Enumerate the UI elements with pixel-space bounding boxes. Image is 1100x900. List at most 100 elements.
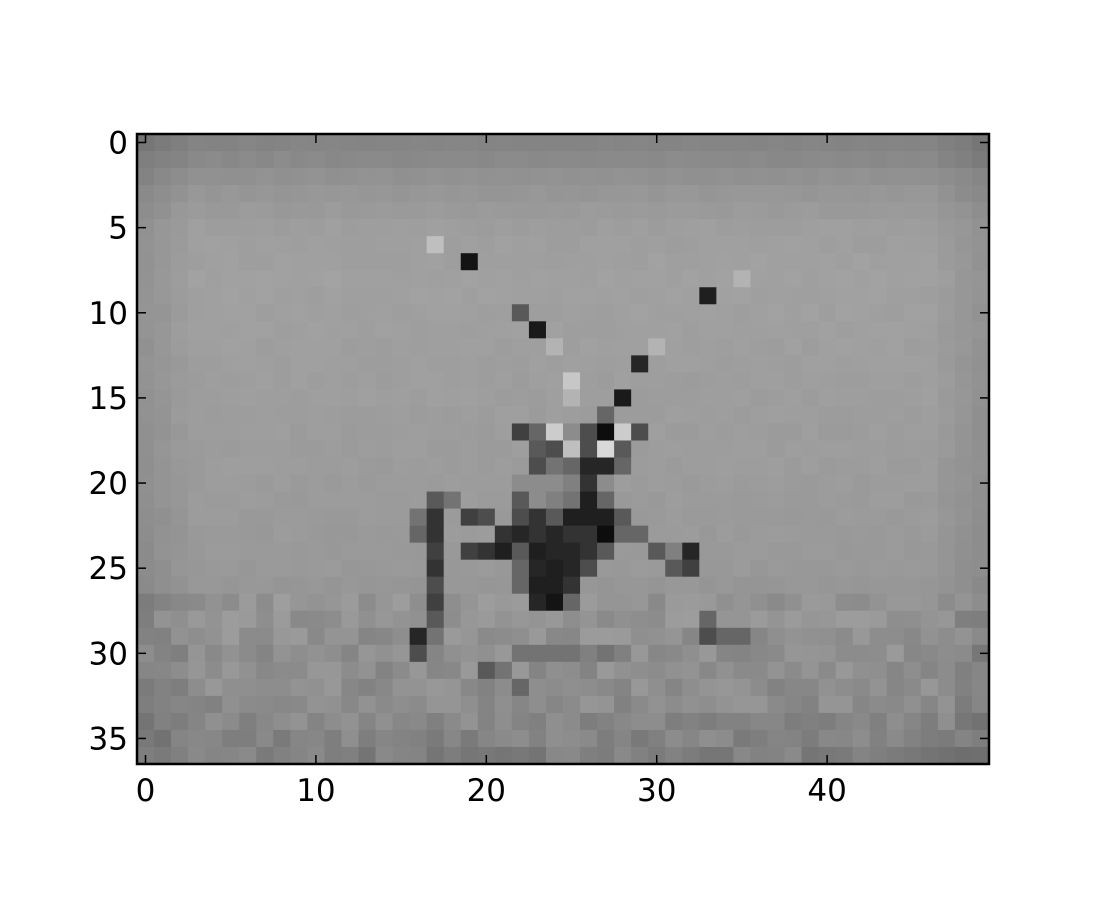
- heatmap-cell: [733, 628, 751, 646]
- heatmap-cell: [580, 611, 598, 629]
- heatmap-cell: [359, 628, 377, 646]
- heatmap-cell: [290, 134, 308, 152]
- heatmap-cell: [750, 560, 768, 578]
- heatmap-cell: [290, 458, 308, 476]
- heatmap-cell: [307, 406, 325, 424]
- heatmap-cell: [785, 304, 803, 322]
- heatmap-cell: [938, 628, 956, 646]
- heatmap-cell: [290, 509, 308, 527]
- heatmap-cell: [478, 696, 496, 714]
- heatmap-cell: [239, 253, 257, 271]
- heatmap-cell: [444, 560, 462, 578]
- heatmap-cell: [682, 321, 700, 339]
- heatmap-cell: [273, 202, 291, 220]
- heatmap-cell: [750, 509, 768, 527]
- heatmap-cell: [887, 423, 905, 441]
- heatmap-cell: [529, 338, 547, 356]
- heatmap-cell: [205, 577, 223, 595]
- heatmap-cell: [802, 713, 820, 731]
- heatmap-cell: [580, 185, 598, 203]
- heatmap-cell: [376, 321, 394, 339]
- heatmap-cell: [580, 577, 598, 595]
- heatmap-cell: [341, 696, 359, 714]
- heatmap-cell: [767, 253, 785, 271]
- heatmap-cell: [785, 134, 803, 152]
- heatmap-cell: [427, 389, 445, 407]
- heatmap-cell: [222, 526, 240, 544]
- heatmap-cell: [410, 355, 428, 373]
- heatmap-cell: [256, 423, 274, 441]
- heatmap-cell: [171, 577, 189, 595]
- heatmap-cell: [341, 134, 359, 152]
- heatmap-cell: [359, 321, 377, 339]
- heatmap-cell: [444, 253, 462, 271]
- heatmap-cell: [819, 406, 837, 424]
- heatmap-cell: [461, 406, 479, 424]
- heatmap-cell: [767, 696, 785, 714]
- heatmap-cell: [767, 560, 785, 578]
- heatmap-cell: [904, 713, 922, 731]
- heatmap-cell: [921, 458, 939, 476]
- heatmap-cell: [597, 611, 615, 629]
- heatmap-cell: [239, 577, 257, 595]
- heatmap-cell: [444, 679, 462, 697]
- heatmap-cell: [137, 151, 155, 169]
- heatmap-cell: [461, 287, 479, 305]
- heatmap-cell: [307, 458, 325, 476]
- heatmap-cell: [171, 406, 189, 424]
- heatmap-cell: [529, 185, 547, 203]
- heatmap-cell: [921, 151, 939, 169]
- heatmap-cell: [324, 253, 342, 271]
- heatmap-cell: [529, 270, 547, 288]
- heatmap-cell: [290, 372, 308, 390]
- heatmap-cell: [376, 696, 394, 714]
- heatmap-cell: [359, 577, 377, 595]
- heatmap-cell: [410, 202, 428, 220]
- heatmap-cell: [563, 253, 581, 271]
- heatmap-cell: [563, 304, 581, 322]
- heatmap-cell: [716, 645, 734, 663]
- heatmap-cell: [137, 509, 155, 527]
- heatmap-cell: [631, 440, 649, 458]
- heatmap-cell: [188, 509, 206, 527]
- heatmap-cell: [290, 202, 308, 220]
- heatmap-cell: [563, 543, 581, 561]
- heatmap-cell: [478, 185, 496, 203]
- heatmap-cell: [529, 730, 547, 748]
- heatmap-cell: [495, 219, 513, 237]
- heatmap-cell: [904, 321, 922, 339]
- heatmap-cell: [750, 219, 768, 237]
- heatmap-cell: [222, 645, 240, 663]
- heatmap-cell: [359, 253, 377, 271]
- heatmap-cell: [648, 611, 666, 629]
- heatmap-cell: [938, 560, 956, 578]
- heatmap-cell: [444, 440, 462, 458]
- heatmap-cell: [682, 185, 700, 203]
- heatmap-cell: [699, 713, 717, 731]
- heatmap-cell: [614, 577, 632, 595]
- heatmap-cell: [716, 747, 734, 765]
- heatmap-cell: [444, 185, 462, 203]
- y-tick-label: 0: [108, 126, 128, 162]
- heatmap-cell: [444, 526, 462, 544]
- heatmap-cell: [802, 679, 820, 697]
- heatmap-cell: [802, 696, 820, 714]
- heatmap-cell: [444, 202, 462, 220]
- heatmap-cell: [410, 492, 428, 510]
- heatmap-cell: [495, 696, 513, 714]
- heatmap-cell: [444, 355, 462, 373]
- heatmap-cell: [529, 679, 547, 697]
- heatmap-cell: [836, 202, 854, 220]
- heatmap-cell: [427, 560, 445, 578]
- heatmap-cell: [665, 219, 683, 237]
- heatmap-cell: [921, 696, 939, 714]
- heatmap-cell: [444, 458, 462, 476]
- heatmap-cell: [785, 679, 803, 697]
- heatmap-cell: [376, 423, 394, 441]
- heatmap-cell: [188, 219, 206, 237]
- heatmap-cell: [767, 168, 785, 186]
- heatmap-cell: [290, 440, 308, 458]
- heatmap-cell: [750, 662, 768, 680]
- heatmap-cell: [955, 611, 973, 629]
- heatmap-cell: [393, 253, 411, 271]
